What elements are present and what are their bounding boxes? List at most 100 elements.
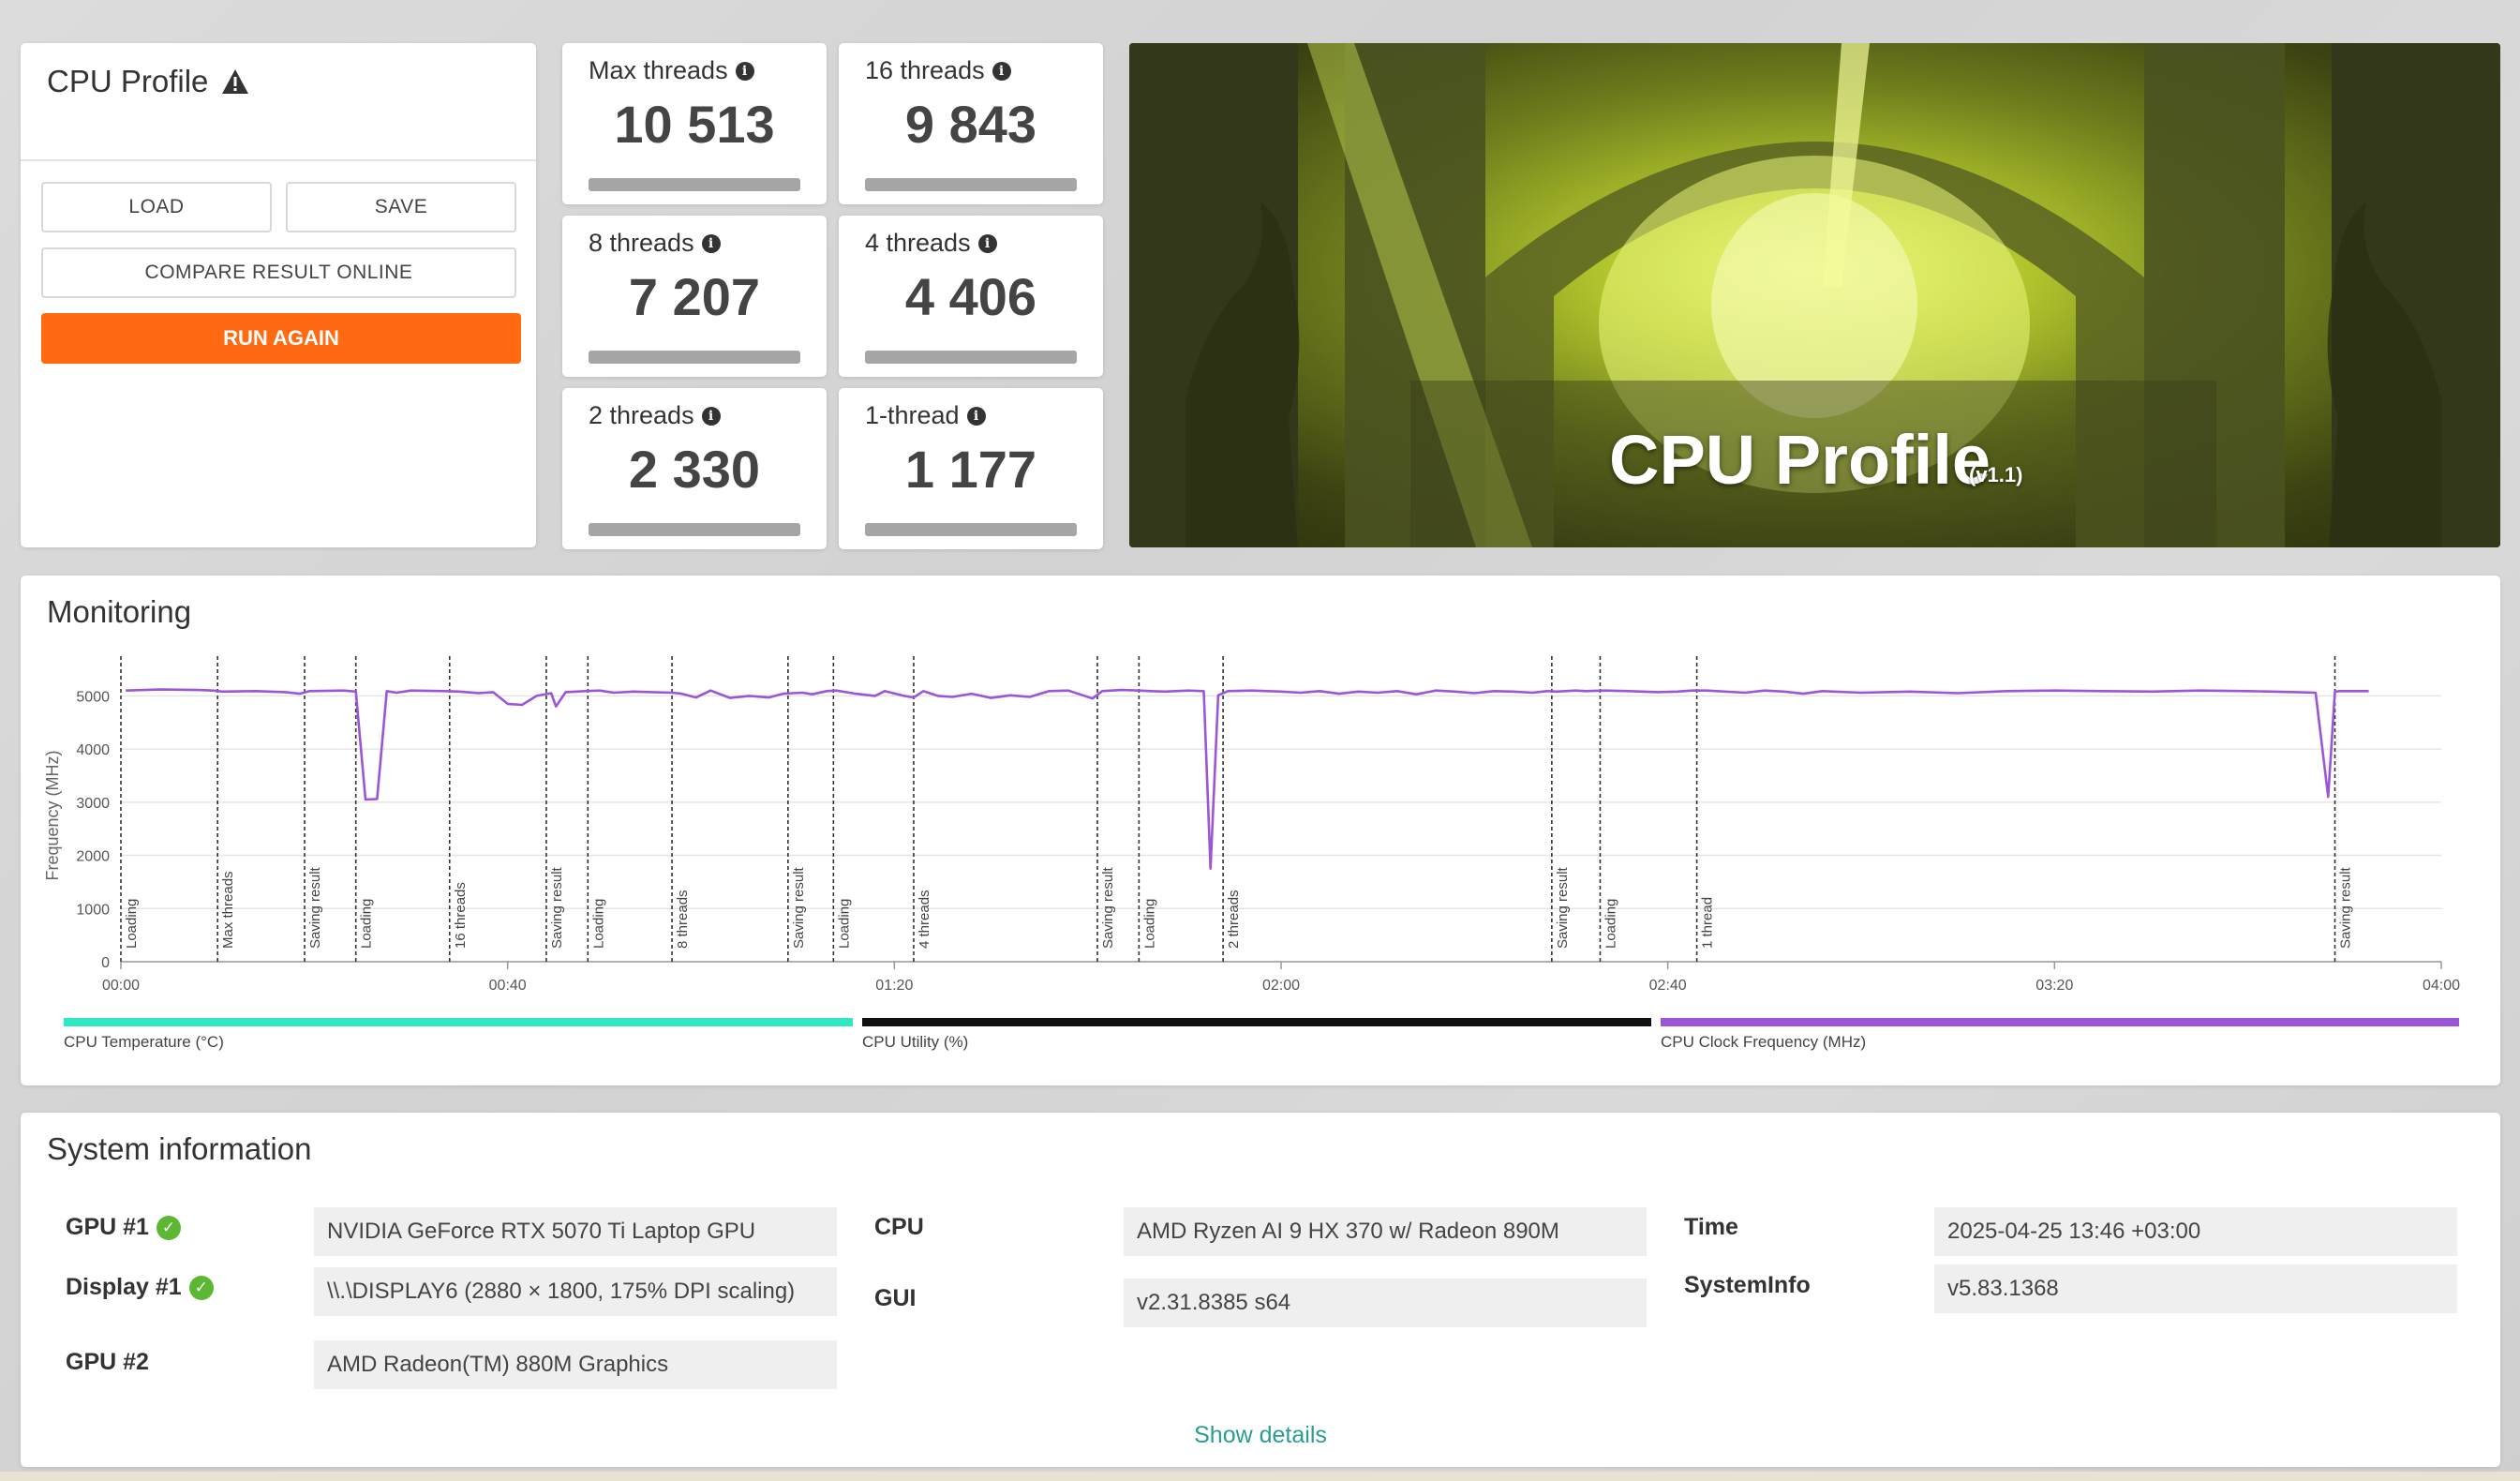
score-value: 10 513 [614, 95, 775, 154]
gpu2-value: AMD Radeon(TM) 880M Graphics [314, 1340, 837, 1389]
legend-label-utility: CPU Utility (%) [862, 1033, 969, 1051]
score-bar [865, 523, 1077, 536]
show-details-link[interactable]: Show details [1194, 1422, 1327, 1448]
phase-marker-label: Saving result [2338, 866, 2354, 949]
score-card-16-threads: 16 threads i 9 843 [839, 43, 1103, 204]
time-label: Time [1684, 1214, 1738, 1241]
score-value: 1 177 [904, 440, 1037, 499]
hero-artwork [1129, 43, 2500, 547]
x-tick-label: 01:20 [875, 978, 913, 994]
score-label: 1-thread i [865, 401, 986, 430]
score-label: 16 threads i [865, 56, 1011, 85]
score-card-2-threads: 2 threads i 2 330 [562, 388, 827, 549]
save-button[interactable]: SAVE [286, 182, 516, 232]
gpu1-label: GPU #1 ✓ [66, 1214, 181, 1241]
phase-marker-label: 2 threads [1226, 890, 1242, 949]
phase-marker-label: Saving result [1555, 866, 1571, 949]
system-info-title: System information [47, 1131, 312, 1166]
score-value: 7 207 [628, 267, 761, 326]
score-card-8-threads: 8 threads i 7 207 [562, 216, 827, 377]
phase-marker-label: 4 threads [917, 890, 932, 949]
monitoring-panel: Monitoring 0 1000 2000 3000 4000 5000 00:00 00:… [21, 576, 2500, 1085]
score-label: 4 threads i [865, 229, 997, 258]
hero-banner: CPU Profile (v1.1) [1129, 43, 2500, 547]
y-axis-label: Frequency (MHz) [43, 750, 62, 880]
gpu2-label: GPU #2 [66, 1349, 149, 1376]
info-icon[interactable]: i [701, 233, 721, 253]
x-tick-label: 00:00 [102, 978, 140, 994]
warning-triangle-icon[interactable] [221, 68, 249, 95]
profile-card: CPU Profile LOAD SAVE COMPARE RESULT ONL… [21, 43, 536, 547]
y-tick-label: 5000 [76, 689, 110, 705]
time-value: 2025-04-25 13:46 +03:00 [1934, 1207, 2457, 1256]
info-icon[interactable]: i [735, 61, 754, 81]
phase-marker-label: 8 threads [675, 890, 691, 949]
gui-label-text: GUI [874, 1285, 917, 1311]
phase-marker-label: Saving result [549, 866, 565, 949]
legend-label-temperature: CPU Temperature (°C) [64, 1033, 224, 1051]
cpu-value: AMD Ryzen AI 9 HX 370 w/ Radeon 890M [1124, 1207, 1647, 1256]
monitoring-title: Monitoring [47, 594, 192, 629]
compare-result-online-button[interactable]: COMPARE RESULT ONLINE [41, 247, 516, 298]
phase-marker-label: Max threads [220, 871, 236, 949]
check-circle-icon: ✓ [156, 1215, 181, 1240]
cpu-clock-frequency-line [126, 688, 2369, 871]
x-tick-label: 02:40 [1649, 978, 1687, 994]
gui-label: GUI [874, 1285, 916, 1312]
y-tick-label: 2000 [76, 849, 110, 865]
phase-marker-label: 1 thread [1700, 897, 1716, 949]
hero-version: (v1.1) [1969, 463, 2023, 486]
score-label-text: 4 threads [865, 229, 971, 257]
system-info-panel: System information GPU #1 ✓ NVIDIA GeFor… [21, 1113, 2500, 1467]
systeminfo-label: SystemInfo [1684, 1272, 1811, 1299]
phase-marker-label: Saving result [307, 866, 323, 949]
phase-marker-label: Saving result [1100, 866, 1116, 949]
score-card-max-threads: Max threads i 10 513 [562, 43, 827, 204]
run-again-button[interactable]: RUN AGAIN [41, 313, 521, 364]
info-icon[interactable]: i [992, 61, 1011, 81]
y-tick-label: 1000 [76, 902, 110, 918]
cpu-label-text: CPU [874, 1214, 924, 1240]
score-value: 9 843 [904, 95, 1037, 154]
x-tick-label: 00:40 [489, 978, 527, 994]
score-label-text: 2 threads [589, 401, 694, 429]
gpu2-label-text: GPU #2 [66, 1349, 149, 1375]
score-label: 2 threads i [589, 401, 721, 430]
phase-marker-label: Saving result [791, 866, 807, 949]
bottom-strip [0, 1472, 2520, 1481]
gui-value: v2.31.8385 s64 [1124, 1279, 1647, 1327]
score-bar [589, 523, 800, 536]
load-button[interactable]: LOAD [41, 182, 272, 232]
divider [21, 159, 536, 161]
display1-value: \\.\DISPLAY6 (2880 × 1800, 175% DPI scal… [314, 1267, 837, 1316]
systeminfo-label-text: SystemInfo [1684, 1272, 1811, 1298]
phase-marker-label: Loading [359, 899, 375, 949]
x-tick-label: 02:00 [1262, 978, 1300, 994]
display1-label: Display #1 ✓ [66, 1274, 214, 1301]
score-label-text: 8 threads [589, 229, 694, 257]
legend-label-clock: CPU Clock Frequency (MHz) [1661, 1033, 1867, 1051]
score-bar [865, 351, 1077, 364]
score-bar [589, 351, 800, 364]
time-label-text: Time [1684, 1214, 1738, 1240]
phase-marker-label: Loading [124, 899, 140, 949]
score-bar [589, 178, 800, 191]
legend-bar-utility[interactable] [862, 1018, 1651, 1026]
phase-marker-label: Loading [836, 899, 852, 949]
legend-bar-clock[interactable] [1661, 1018, 2459, 1026]
frequency-chart: 0 1000 2000 3000 4000 5000 00:00 00:40 01:20 02:0… [43, 656, 2460, 994]
info-icon[interactable]: i [977, 233, 997, 253]
cpu-label: CPU [874, 1214, 924, 1241]
phase-marker-label: 16 threads [453, 882, 469, 949]
gpu1-label-text: GPU #1 [66, 1214, 149, 1240]
legend-bar-temperature[interactable] [64, 1018, 853, 1026]
info-icon[interactable]: i [966, 406, 986, 426]
score-card-1-thread: 1-thread i 1 177 [839, 388, 1103, 549]
info-icon[interactable]: i [701, 406, 721, 426]
score-label-text: Max threads [589, 56, 728, 84]
score-card-4-threads: 4 threads i 4 406 [839, 216, 1103, 377]
profile-title-text: CPU Profile [47, 64, 209, 98]
display1-label-text: Display #1 [66, 1274, 182, 1300]
score-value: 2 330 [628, 440, 761, 499]
y-tick-label: 3000 [76, 796, 110, 812]
